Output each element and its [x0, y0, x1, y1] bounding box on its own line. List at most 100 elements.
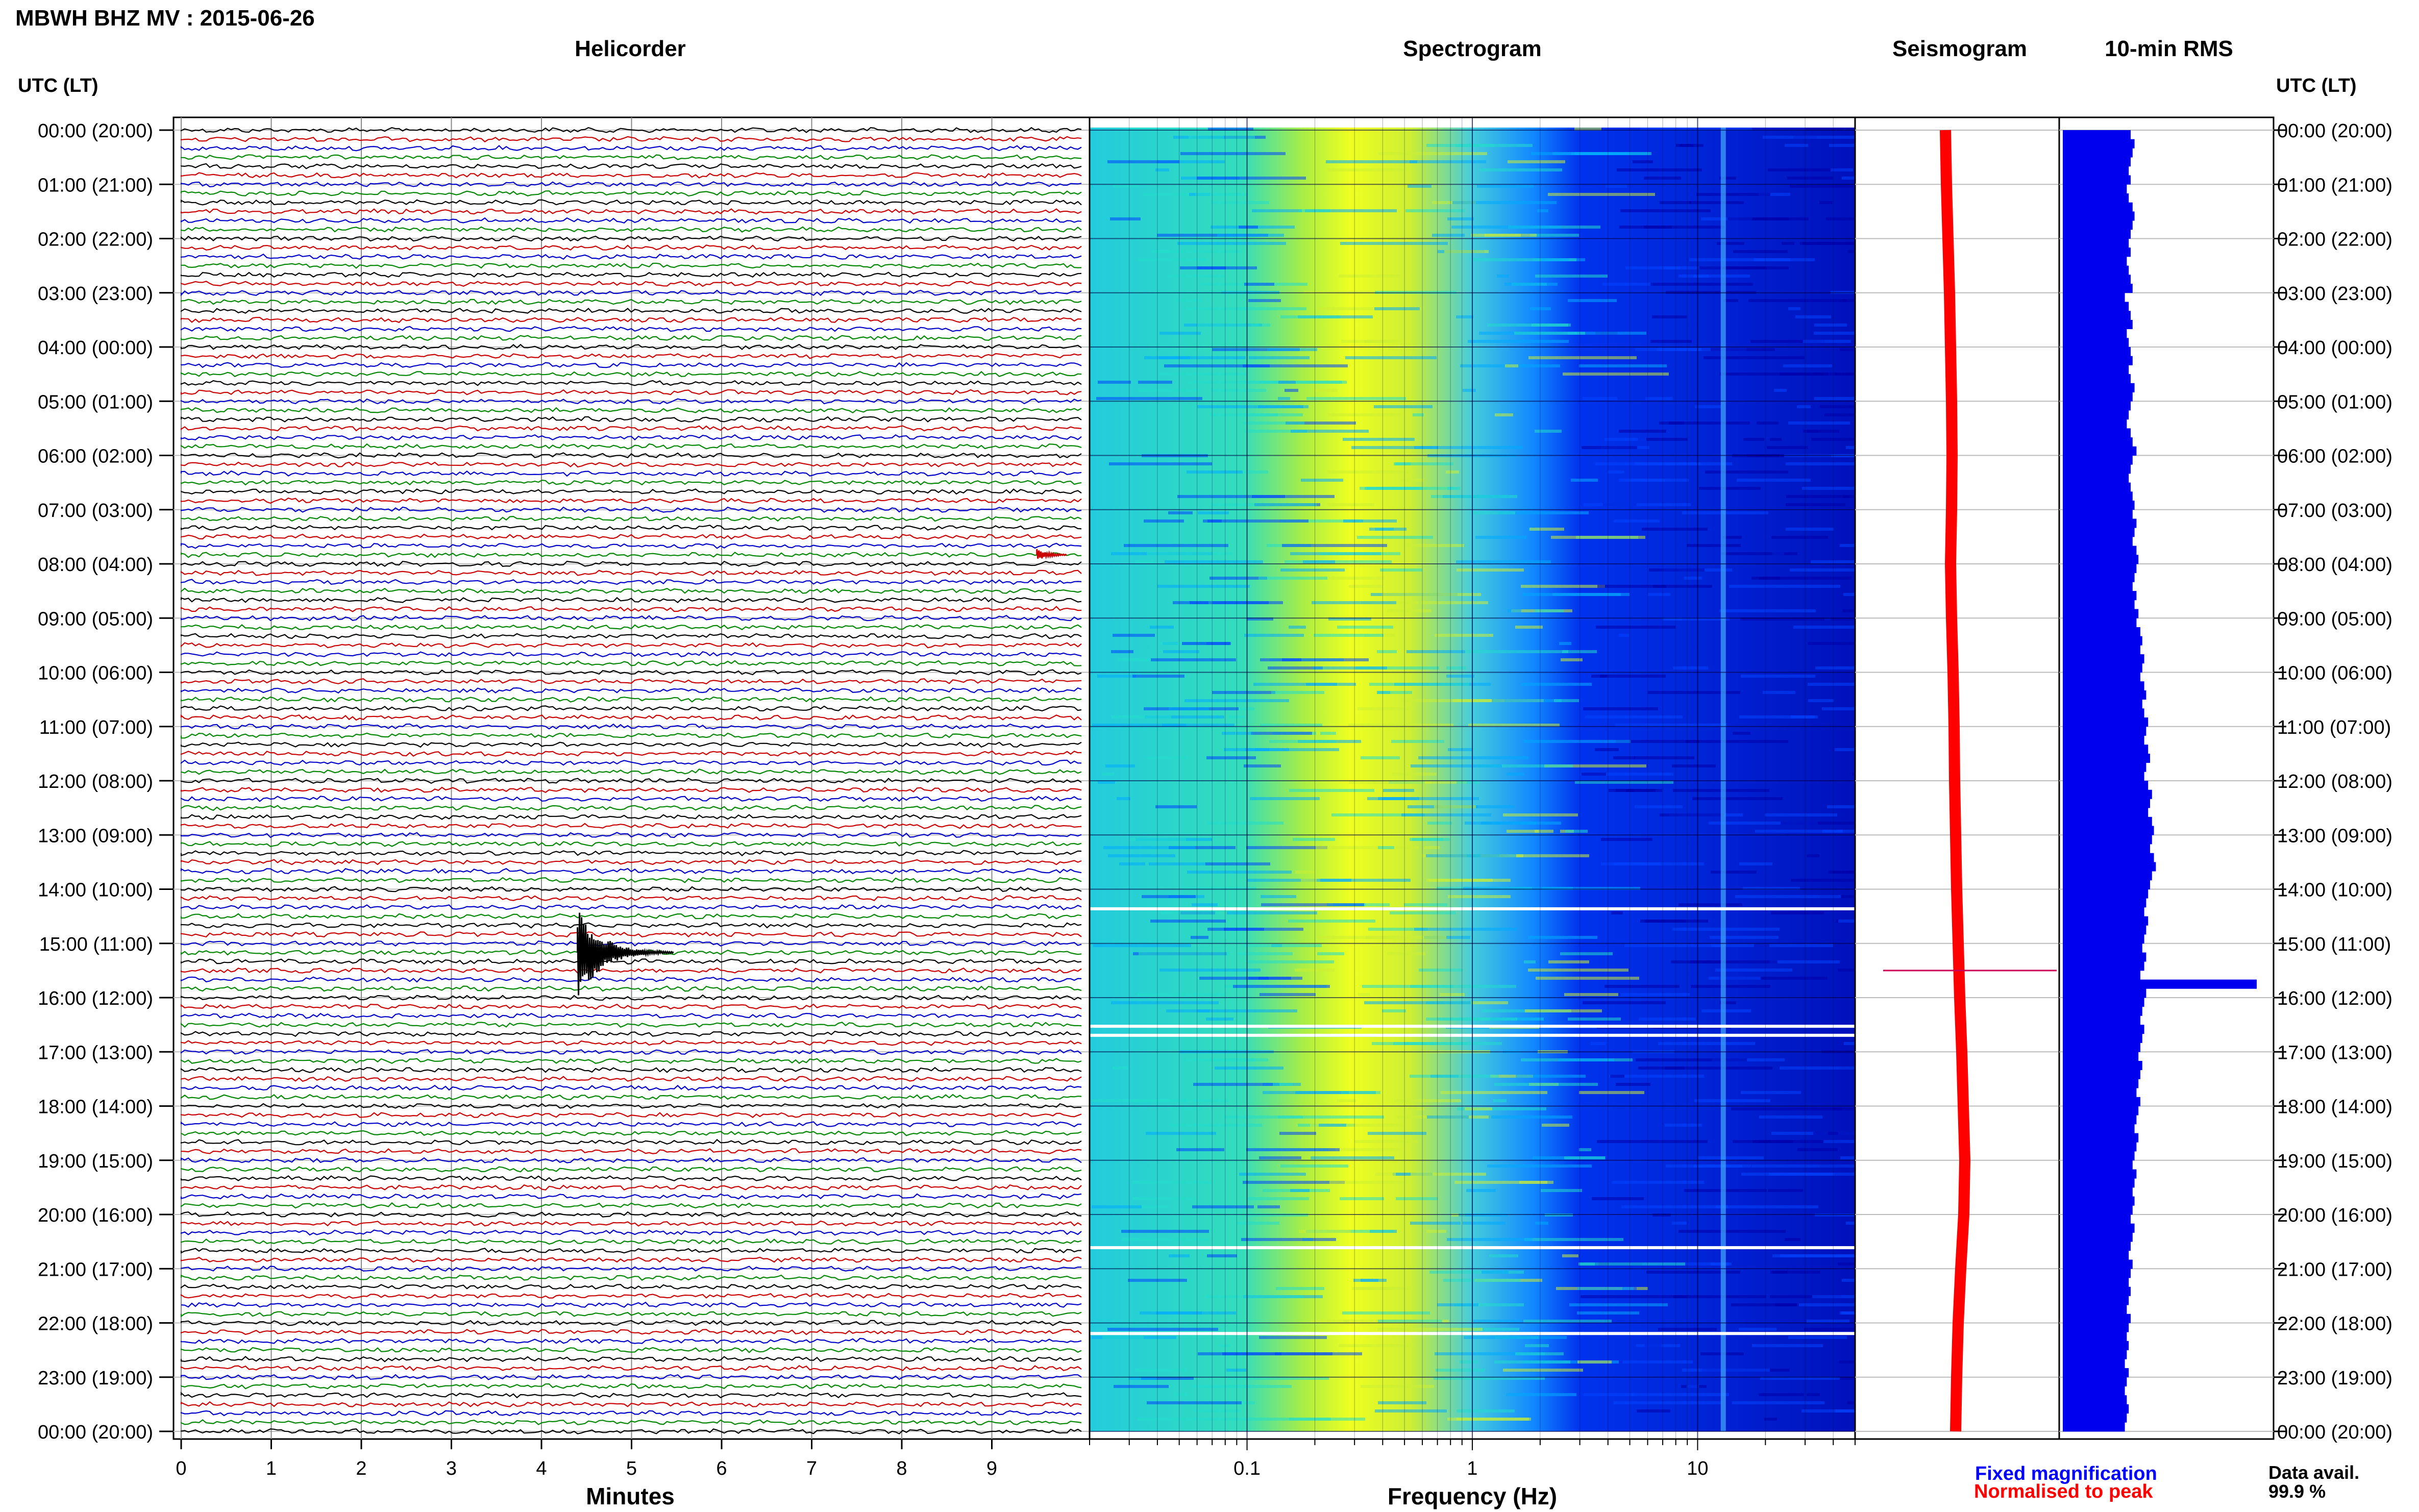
hour-label-left: 09:00 (05:00)	[38, 608, 153, 630]
spectrogram-noise	[1658, 1328, 1717, 1331]
spectrogram-noise	[1608, 470, 1624, 474]
spectrogram-noise	[1664, 266, 1722, 269]
spectrogram-noise	[1489, 1254, 1518, 1257]
rms-bar	[2063, 654, 2144, 664]
rms-bar	[2063, 1124, 2135, 1133]
spectrogram-noise	[1775, 1303, 1799, 1306]
spectrogram-noise	[1206, 1018, 1233, 1021]
rms-bar	[2063, 401, 2131, 411]
spectrogram-noise	[1735, 895, 1841, 898]
spectrogram-noise	[1464, 1336, 1567, 1339]
spectrogram-noise	[1367, 797, 1405, 800]
rms-bar	[2063, 609, 2139, 618]
spectrogram-noise	[1163, 650, 1199, 653]
rms-bar	[2063, 211, 2135, 221]
spectrogram-noise	[1797, 1148, 1838, 1151]
rms-bar	[2063, 139, 2135, 148]
spectrogram-noise	[1267, 348, 1317, 351]
spectrogram-noise	[1783, 364, 1832, 367]
spectrogram-noise	[1252, 495, 1335, 498]
spectrogram-noise	[1249, 356, 1310, 359]
helicorder-trace	[180, 1184, 1082, 1191]
hour-label-right: 10:00 (06:00)	[2277, 663, 2392, 684]
spectrogram-noise	[1565, 830, 1588, 833]
spectrogram-noise	[1147, 756, 1188, 759]
spectrogram-noise	[1313, 666, 1387, 670]
spectrogram-noise	[1705, 470, 1788, 474]
rms-bar	[2063, 1169, 2137, 1179]
helicorder-trace	[180, 597, 1082, 604]
spectrogram-noise	[1568, 299, 1617, 302]
spectrogram-noise	[1646, 1271, 1740, 1274]
helicorder-trace	[180, 642, 1082, 649]
spectrogram-noise	[1097, 675, 1136, 678]
rms-bar	[2063, 961, 2144, 971]
legend-fixed: Fixed magnification	[1975, 1463, 2157, 1484]
spectrogram-noise	[1345, 356, 1437, 359]
spectrogram-noise	[1354, 1140, 1418, 1143]
rms-bar	[2063, 862, 2156, 872]
helicorder-trace	[180, 1274, 1082, 1281]
spectrogram-noise	[1245, 430, 1307, 433]
helicorder-trace	[180, 1039, 1082, 1046]
helicorder-trace	[180, 1012, 1082, 1019]
rms-bar	[2063, 265, 2129, 275]
hour-label-right: 06:00 (02:00)	[2277, 446, 2392, 467]
spectrogram-noise	[1247, 617, 1273, 621]
spectrogram-noise	[1521, 683, 1592, 686]
hour-label-right: 23:00 (19:00)	[2277, 1368, 2392, 1389]
spectrogram-noise	[1473, 1320, 1522, 1323]
spectrogram-noise	[1295, 969, 1335, 972]
spectrogram-noise	[1771, 911, 1824, 914]
helicorder-trace	[180, 199, 1082, 206]
spectrogram-noise	[1282, 658, 1369, 661]
spectrogram-noise	[1186, 307, 1247, 310]
rms-bar	[2063, 907, 2144, 916]
spectrogram-noise	[1353, 1279, 1378, 1282]
rms-bar	[2063, 1404, 2129, 1414]
spectrogram-noise	[1554, 699, 1579, 702]
spectrogram-noise	[1800, 242, 1855, 245]
spectrogram-noise	[1151, 658, 1236, 661]
spectrogram-noise	[1559, 1058, 1614, 1061]
spectrogram-noise	[1435, 634, 1493, 637]
spectrogram-title: Spectrogram	[1403, 36, 1541, 61]
hour-label-right: 19:00 (15:00)	[2277, 1151, 2392, 1172]
spectrogram-noise	[1721, 552, 1797, 555]
spectrogram-noise	[1152, 250, 1242, 253]
spectrogram-noise	[1159, 969, 1261, 972]
spectrogram-noise	[1561, 658, 1583, 661]
spectrogram-noise	[1466, 1189, 1496, 1192]
spectrogram-noise	[1653, 585, 1712, 588]
spectrogram-noise	[1278, 1116, 1384, 1119]
spectrogram-noise	[1258, 577, 1327, 580]
spectrogram-noise	[1579, 364, 1667, 367]
spectrogram-noise	[1429, 1271, 1524, 1274]
spectrogram-noise	[1473, 258, 1576, 261]
spectrogram-noise	[1477, 185, 1534, 188]
helicorder-trace	[180, 407, 1082, 414]
helicorder-trace	[180, 479, 1082, 486]
spectrogram-noise	[1295, 871, 1315, 874]
spectrogram-noise	[1760, 1377, 1840, 1380]
right-hour-labels: 00:00 (20:00) 01:00 (21:00) 02:00 (22:00) 0…	[2274, 120, 2392, 1443]
spectrogram-noise	[1405, 209, 1465, 212]
spectrogram-noise	[1808, 699, 1834, 702]
spectrogram-noise	[1441, 1091, 1547, 1094]
minute-tick-label: 3	[446, 1458, 457, 1479]
spectrogram-noise	[1638, 438, 1688, 441]
spectrogram-noise	[1410, 1075, 1499, 1078]
rms-bar	[2063, 311, 2131, 320]
hour-label-left: 00:00 (20:00)	[38, 1422, 153, 1443]
spectrogram-noise	[1318, 307, 1421, 310]
rms-bar	[2063, 627, 2140, 637]
spectrogram-noise	[1635, 348, 1711, 351]
rms-bars	[2063, 130, 2257, 1432]
spectrogram-noise	[1255, 748, 1339, 751]
spectrogram-noise	[1648, 593, 1670, 596]
spectrogram-noise	[1577, 1311, 1639, 1315]
spectrogram-noise	[1238, 707, 1254, 710]
spectrogram-noise	[1759, 1140, 1855, 1143]
spectrogram-noise	[1343, 519, 1397, 523]
spectrogram-noise	[1159, 373, 1246, 376]
